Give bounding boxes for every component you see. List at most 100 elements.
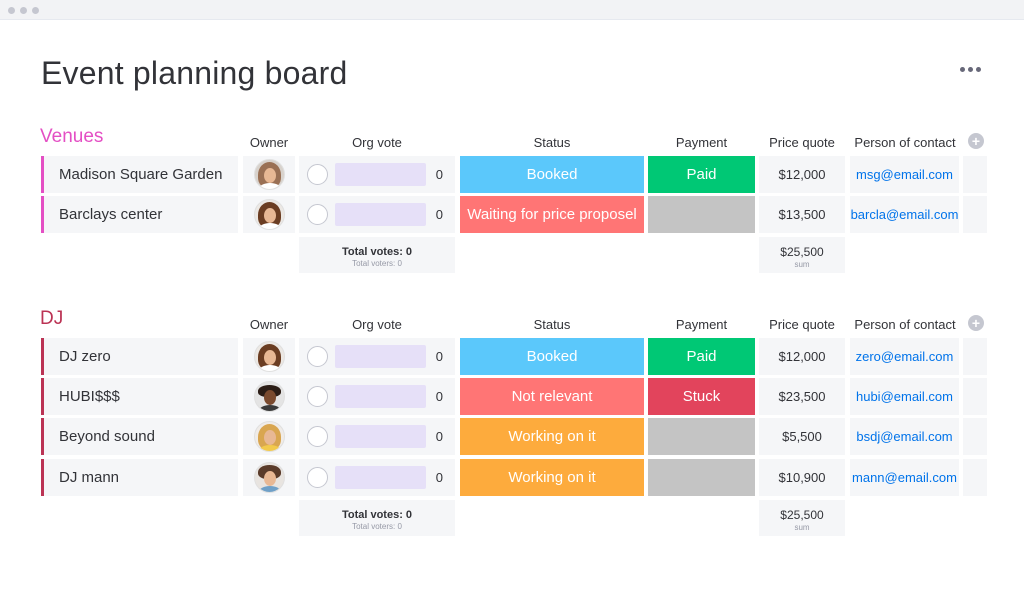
row-end-cell <box>963 338 987 375</box>
owner-cell[interactable] <box>243 418 295 455</box>
vote-bar <box>335 203 426 226</box>
column-header-status[interactable]: Status <box>533 317 571 332</box>
status-label[interactable]: Waiting for price proposel <box>460 196 644 233</box>
vote-count: 0 <box>435 167 443 182</box>
vote-summary: Total votes: 0 Total voters: 0 <box>299 237 455 273</box>
payment-label[interactable]: Paid <box>648 338 755 375</box>
contact-email-link[interactable]: zero@email.com <box>850 338 959 375</box>
contact-email-link[interactable]: mann@email.com <box>850 459 959 496</box>
vote-cell[interactable]: 0 <box>299 196 455 233</box>
vote-count: 0 <box>435 470 443 485</box>
column-header-org-vote[interactable]: Org vote <box>352 317 402 332</box>
vote-cell[interactable]: 0 <box>299 418 455 455</box>
avatar <box>253 199 285 230</box>
status-label[interactable]: Booked <box>460 156 644 193</box>
window-dot-icon <box>32 7 39 14</box>
price-quote[interactable]: $12,000 <box>759 156 845 193</box>
owner-cell[interactable] <box>243 338 295 375</box>
table-row[interactable]: Beyond sound 0 Working on it $5,500 bsdj… <box>41 418 987 455</box>
item-name[interactable]: Beyond sound <box>41 418 238 455</box>
price-quote[interactable]: $10,900 <box>759 459 845 496</box>
avatar <box>253 421 285 452</box>
window-dot-icon <box>8 7 15 14</box>
vote-count: 0 <box>435 349 443 364</box>
vote-bar <box>335 163 426 186</box>
status-label[interactable]: Working on it <box>460 418 644 455</box>
row-end-cell <box>963 196 987 233</box>
row-end-cell <box>963 378 987 415</box>
table-row[interactable]: Barclays center 0 Waiting for price prop… <box>41 196 987 233</box>
payment-label[interactable] <box>648 459 755 496</box>
price-summary: $25,500 sum <box>759 237 845 273</box>
price-quote[interactable]: $5,500 <box>759 418 845 455</box>
vote-toggle-icon[interactable] <box>307 467 328 488</box>
vote-cell[interactable]: 0 <box>299 378 455 415</box>
contact-email-link[interactable]: hubi@email.com <box>850 378 959 415</box>
vote-toggle-icon[interactable] <box>307 204 328 225</box>
column-header-price-quote[interactable]: Price quote <box>769 135 835 150</box>
payment-label[interactable] <box>648 196 755 233</box>
column-header-payment[interactable]: Payment <box>675 135 728 150</box>
owner-cell[interactable] <box>243 459 295 496</box>
avatar <box>253 381 285 412</box>
vote-toggle-icon[interactable] <box>307 426 328 447</box>
column-header-payment[interactable]: Payment <box>675 317 728 332</box>
vote-toggle-icon[interactable] <box>307 346 328 367</box>
item-name[interactable]: Barclays center <box>41 196 238 233</box>
vote-toggle-icon[interactable] <box>307 386 328 407</box>
contact-email-link[interactable]: bsdj@email.com <box>850 418 959 455</box>
owner-cell[interactable] <box>243 378 295 415</box>
row-end-cell <box>963 418 987 455</box>
status-label[interactable]: Working on it <box>460 459 644 496</box>
item-name[interactable]: DJ mann <box>41 459 238 496</box>
payment-label[interactable]: Stuck <box>648 378 755 415</box>
contact-email-link[interactable]: msg@email.com <box>850 156 959 193</box>
window-chrome <box>0 0 1024 20</box>
payment-label[interactable]: Paid <box>648 156 755 193</box>
column-header-org-vote[interactable]: Org vote <box>352 135 402 150</box>
price-quote[interactable]: $23,500 <box>759 378 845 415</box>
table-row[interactable]: DJ mann 0 Working on it $10,900 mann@ema… <box>41 459 987 496</box>
vote-toggle-icon[interactable] <box>307 164 328 185</box>
group-title-venues[interactable]: Venues <box>40 126 104 147</box>
board-title: Event planning board <box>41 55 348 91</box>
row-end-cell <box>963 156 987 193</box>
item-name[interactable]: HUBI$$$ <box>41 378 238 415</box>
table-row[interactable]: Madison Square Garden 0 Booked Paid $12,… <box>41 156 987 193</box>
item-name[interactable]: Madison Square Garden <box>41 156 238 193</box>
vote-bar <box>335 385 426 408</box>
total-voters: Total voters: 0 <box>352 522 402 531</box>
total-voters: Total voters: 0 <box>352 259 402 268</box>
add-column-icon[interactable]: + <box>968 133 984 149</box>
contact-email-link[interactable]: barcla@email.com <box>850 196 959 233</box>
column-header-owner[interactable]: Owner <box>249 317 289 332</box>
vote-cell[interactable]: 0 <box>299 459 455 496</box>
vote-cell[interactable]: 0 <box>299 338 455 375</box>
window-dot-icon <box>20 7 27 14</box>
price-quote[interactable]: $12,000 <box>759 338 845 375</box>
vote-count: 0 <box>435 207 443 222</box>
column-header-owner[interactable]: Owner <box>249 135 289 150</box>
vote-count: 0 <box>435 389 443 404</box>
more-options-icon[interactable] <box>960 62 986 76</box>
add-column-icon[interactable]: + <box>968 315 984 331</box>
column-header-status[interactable]: Status <box>533 135 571 150</box>
table-row[interactable]: HUBI$$$ 0 Not relevant Stuck $23,500 hub… <box>41 378 987 415</box>
table-row[interactable]: DJ zero 0 Booked Paid $12,000 zero@email… <box>41 338 987 375</box>
status-label[interactable]: Not relevant <box>460 378 644 415</box>
column-header-price-quote[interactable]: Price quote <box>769 317 835 332</box>
vote-bar <box>335 466 426 489</box>
owner-cell[interactable] <box>243 196 295 233</box>
total-votes: Total votes: 0 <box>341 509 413 521</box>
group-title-dj[interactable]: DJ <box>40 308 64 329</box>
owner-cell[interactable] <box>243 156 295 193</box>
item-name[interactable]: DJ zero <box>41 338 238 375</box>
payment-label[interactable] <box>648 418 755 455</box>
price-quote[interactable]: $13,500 <box>759 196 845 233</box>
vote-cell[interactable]: 0 <box>299 156 455 193</box>
column-header-person-of-contact[interactable]: Person of contact <box>854 135 956 150</box>
column-header-person-of-contact[interactable]: Person of contact <box>854 317 956 332</box>
status-label[interactable]: Booked <box>460 338 644 375</box>
vote-bar <box>335 345 426 368</box>
avatar <box>253 462 285 493</box>
